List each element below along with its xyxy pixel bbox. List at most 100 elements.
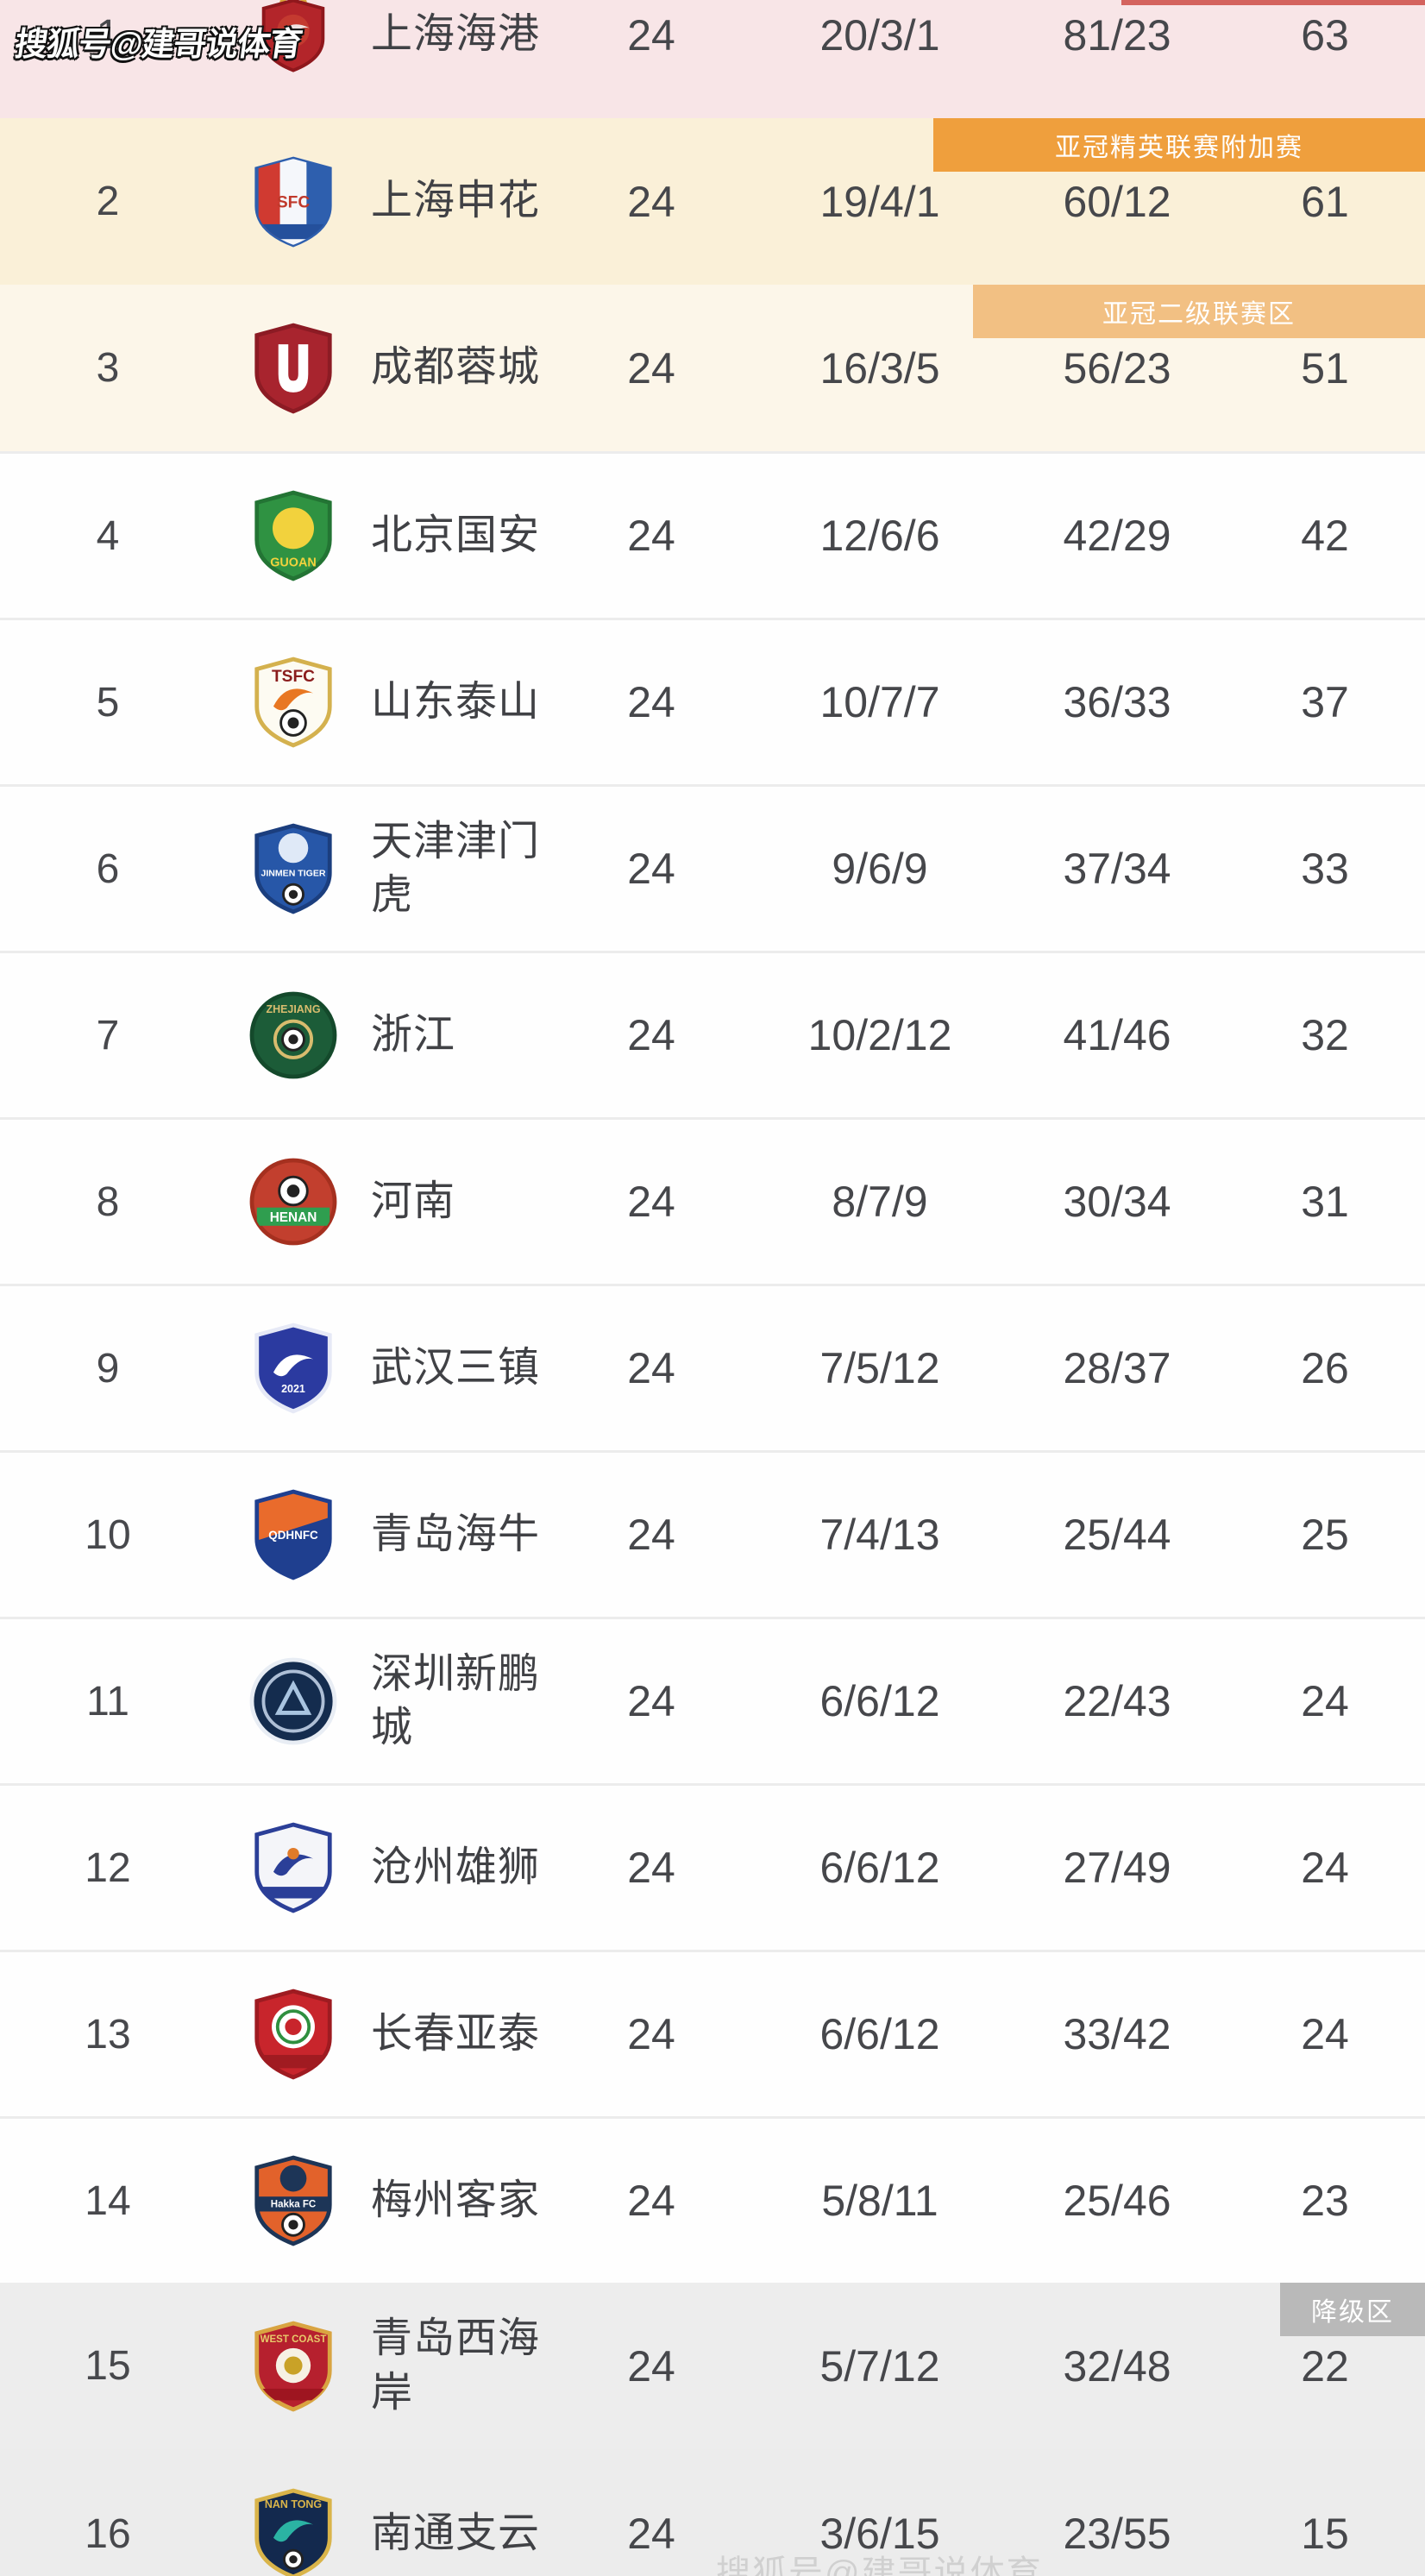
rank-label: 9: [96, 1345, 120, 1392]
win-draw-loss: 10/7/7: [819, 678, 940, 726]
svg-text:GUOAN: GUOAN: [270, 556, 317, 570]
points: 24: [1301, 1677, 1349, 1725]
team-name: 长春亚泰: [371, 2010, 541, 2057]
team-name: 青岛海牛: [371, 1511, 541, 1557]
win-draw-loss: 5/8/11: [821, 2177, 938, 2225]
table-row[interactable]: 1 上海海港 24 20/3/1 81/23 63: [0, 0, 1425, 118]
matches-played: 24: [627, 1011, 675, 1059]
top-right-accent-bar: [1121, 0, 1425, 5]
goals-for-against: 36/33: [1063, 678, 1171, 726]
zone-badge: 亚冠二级联赛区: [973, 285, 1425, 338]
rank-label: 12: [85, 1844, 131, 1891]
rank-label: 11: [86, 1678, 129, 1725]
table-row[interactable]: 15 WEST COAST 青岛西海岸 24 5/7/12 32/48 22 降…: [0, 2283, 1425, 2449]
goals-for-against: 42/29: [1063, 512, 1171, 560]
svg-text:WEST COAST: WEST COAST: [261, 2334, 327, 2345]
win-draw-loss: 7/5/12: [819, 1344, 940, 1392]
win-draw-loss: 7/4/13: [819, 1511, 940, 1559]
win-draw-loss: 12/6/6: [819, 512, 940, 560]
matches-played: 24: [627, 2177, 675, 2225]
goals-for-against: 25/44: [1063, 1511, 1171, 1559]
goals-for-against: 60/12: [1063, 177, 1171, 226]
matches-played: 24: [627, 1178, 675, 1226]
table-row[interactable]: 16 NAN TONG 南通支云 24 3/6/15 23/55 15: [0, 2449, 1425, 2576]
team-logo-icon: ZHEJIANG: [216, 990, 371, 1081]
team-logo-icon: [216, 1656, 371, 1747]
rank-label: 14: [85, 2177, 131, 2224]
goals-for-against: 23/55: [1063, 2510, 1171, 2558]
team-logo-icon: [216, 1989, 371, 2080]
svg-text:HENAN: HENAN: [270, 1210, 317, 1225]
rank-label: 1: [96, 12, 120, 58]
rank-label: 2: [96, 179, 120, 224]
points: 23: [1301, 2177, 1349, 2225]
svg-text:SFC: SFC: [277, 193, 311, 211]
matches-played: 24: [627, 2510, 675, 2558]
team-logo-icon: JINMEN TIGER: [216, 823, 371, 914]
team-name: 武汉三镇: [371, 1344, 541, 1391]
table-row[interactable]: 4 GUOAN 北京国安 24 12/6/6 42/29 42: [0, 451, 1425, 618]
rank-label: 10: [85, 1511, 131, 1558]
team-logo-icon: [216, 323, 371, 414]
team-logo-icon: [216, 1822, 371, 1913]
table-row[interactable]: 5 TSFC 山东泰山 24 10/7/7 36/33 37: [0, 618, 1425, 784]
win-draw-loss: 10/2/12: [807, 1011, 952, 1059]
svg-text:Hakka FC: Hakka FC: [271, 2200, 316, 2210]
team-name: 河南: [371, 1178, 456, 1224]
table-row[interactable]: 8 HENAN 河南 24 8/7/9 30/34 31: [0, 1117, 1425, 1284]
win-draw-loss: 8/7/9: [832, 1178, 928, 1226]
matches-played: 24: [627, 1344, 675, 1392]
points: 51: [1301, 343, 1349, 393]
team-logo-icon: 2021: [216, 1323, 371, 1414]
goals-for-against: 33/42: [1063, 2010, 1171, 2058]
team-logo-icon: SFC: [216, 156, 371, 248]
matches-played: 24: [627, 2010, 675, 2058]
rank-label: 6: [96, 845, 120, 892]
table-row[interactable]: 2 SFC 上海申花 24 19/4/1 60/12 61 亚冠精英联赛附加赛: [0, 118, 1425, 285]
team-logo-icon: [216, 0, 371, 72]
points: 63: [1301, 10, 1349, 60]
points: 61: [1301, 177, 1349, 226]
goals-for-against: 81/23: [1063, 10, 1171, 60]
team-logo-icon: QDHNFC: [216, 1489, 371, 1580]
win-draw-loss: 5/7/12: [819, 2341, 940, 2391]
team-logo-icon: NAN TONG: [216, 2488, 371, 2576]
svg-text:TSFC: TSFC: [272, 668, 315, 686]
svg-text:QDHNFC: QDHNFC: [268, 1529, 318, 1542]
rank-label: 5: [96, 679, 120, 726]
win-draw-loss: 6/6/12: [819, 1677, 940, 1725]
rank-label: 7: [96, 1012, 120, 1059]
table-row[interactable]: 7 ZHEJIANG 浙江 24 10/2/12 41/46 32: [0, 951, 1425, 1117]
svg-text:NAN TONG: NAN TONG: [265, 2498, 322, 2510]
table-row[interactable]: 11 深圳新鹏城 24 6/6/12 22/43 24: [0, 1617, 1425, 1783]
table-row[interactable]: 12 沧州雄狮 24 6/6/12 27/49 24: [0, 1783, 1425, 1950]
matches-played: 24: [627, 177, 675, 226]
points: 24: [1301, 1844, 1349, 1892]
matches-played: 24: [627, 2341, 675, 2391]
points: 32: [1301, 1011, 1349, 1059]
win-draw-loss: 16/3/5: [819, 343, 940, 393]
win-draw-loss: 9/6/9: [832, 845, 928, 893]
table-row[interactable]: 9 2021 武汉三镇 24 7/5/12 28/37 26: [0, 1284, 1425, 1450]
matches-played: 24: [627, 512, 675, 560]
team-name: 浙江: [371, 1011, 456, 1058]
zone-badge: 亚冠精英联赛附加赛: [933, 118, 1425, 172]
table-row[interactable]: 13 长春亚泰 24 6/6/12 33/42 24: [0, 1950, 1425, 2116]
points: 31: [1301, 1178, 1349, 1226]
team-name: 南通支云: [371, 2510, 541, 2556]
svg-text:ZHEJIANG: ZHEJIANG: [266, 1003, 320, 1015]
table-row[interactable]: 3 成都蓉城 24 16/3/5 56/23 51 亚冠二级联赛区: [0, 285, 1425, 451]
table-row[interactable]: 10 QDHNFC 青岛海牛 24 7/4/13 25/44 25: [0, 1450, 1425, 1617]
matches-played: 24: [627, 678, 675, 726]
matches-played: 24: [627, 1511, 675, 1559]
rank-label: 8: [96, 1178, 120, 1225]
table-row[interactable]: 14 Hakka FC 梅州客家 24 5/8/11 25/46 23: [0, 2116, 1425, 2283]
matches-played: 24: [627, 343, 675, 393]
win-draw-loss: 19/4/1: [819, 177, 940, 226]
team-logo-icon: HENAN: [216, 1156, 371, 1247]
matches-played: 24: [627, 1677, 675, 1725]
points: 33: [1301, 845, 1349, 893]
zone-badge: 降级区: [1280, 2283, 1425, 2336]
table-row[interactable]: 6 JINMEN TIGER 天津津门虎 24 9/6/9 37/34 33: [0, 784, 1425, 951]
